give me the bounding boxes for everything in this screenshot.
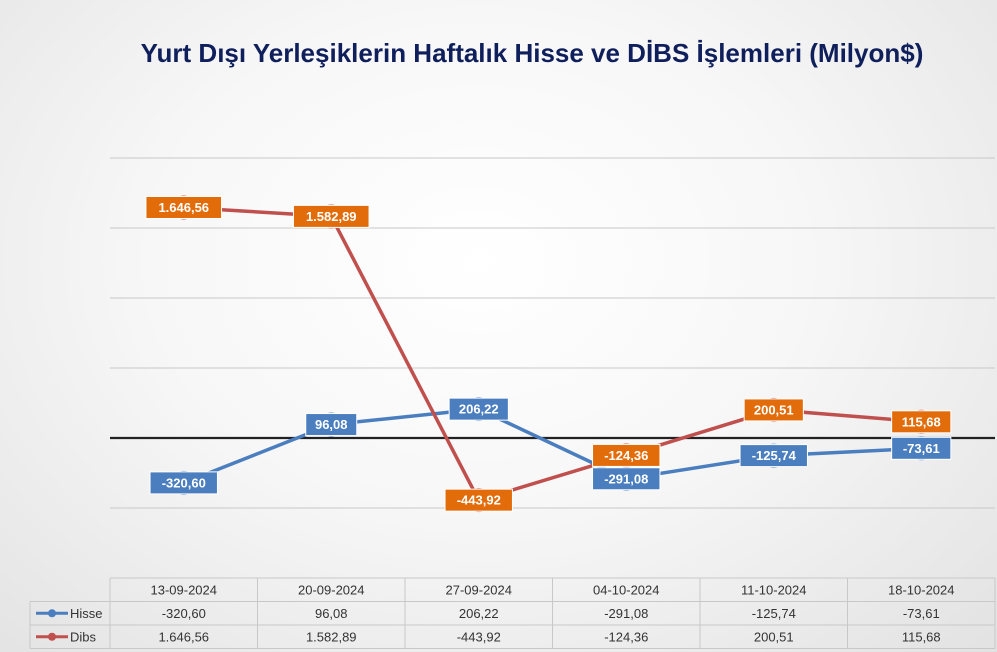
- data-label-box: [145, 195, 223, 219]
- chart-title: Yurt Dışı Yerleşiklerin Haftalık Hisse v…: [141, 38, 924, 68]
- x-tick-label: 27-09-2024: [446, 582, 513, 597]
- x-tick-label: 18-10-2024: [888, 582, 955, 597]
- data-label-box: [149, 471, 218, 495]
- data-label-box: [448, 397, 509, 421]
- table-cell-value: 115,68: [902, 629, 941, 644]
- data-label: 200,51: [754, 402, 794, 417]
- table-cell-value: 206,22: [459, 606, 499, 621]
- data-label-box: [592, 467, 661, 491]
- series-line-dibs: [183, 205, 922, 502]
- data-label-box: [891, 436, 952, 460]
- table-cell-value: -320,60: [162, 606, 206, 621]
- legend-entry: Hisse: [70, 606, 103, 621]
- data-label-box: [743, 398, 804, 422]
- data-label-box: [739, 444, 808, 468]
- legend-key-marker: [48, 609, 56, 618]
- table-cell-value: -124,36: [604, 629, 648, 644]
- legend-key-marker: [48, 632, 56, 641]
- table-cell-value: -73,61: [903, 606, 940, 621]
- table-cell-value: -443,92: [457, 629, 501, 644]
- table-cell-value: 96,08: [315, 606, 348, 621]
- data-label: 206,22: [459, 402, 499, 417]
- legend-entry: Dibs: [70, 629, 97, 644]
- data-label: 1.582,89: [306, 209, 357, 224]
- table-cell-value: 1.646,56: [158, 629, 209, 644]
- data-label: -291,08: [604, 471, 648, 486]
- data-label: 1.646,56: [158, 200, 209, 215]
- x-tick-label: 11-10-2024: [741, 582, 807, 597]
- table-cell-value: 200,51: [754, 629, 794, 644]
- data-label-box: [592, 443, 661, 467]
- data-label-box: [305, 413, 358, 437]
- data-label: -124,36: [604, 448, 648, 463]
- data-label-box: [444, 488, 513, 512]
- x-tick-label: 13-09-2024: [151, 582, 218, 597]
- data-label: -443,92: [457, 493, 501, 508]
- data-label: -320,60: [162, 475, 206, 490]
- x-tick-label: 20-09-2024: [298, 582, 365, 597]
- table-cell-value: -125,74: [752, 606, 796, 621]
- data-label: 96,08: [315, 417, 348, 432]
- data-label: 115,68: [902, 414, 941, 429]
- data-label-box: [292, 204, 370, 228]
- table-cell-value: 1.582,89: [306, 629, 357, 644]
- x-tick-label: 04-10-2024: [593, 582, 660, 597]
- data-label: -73,61: [903, 441, 940, 456]
- data-label-box: [891, 410, 952, 434]
- series-line-hisse: [183, 407, 922, 485]
- table-cell-value: -291,08: [604, 606, 648, 621]
- data-label: -125,74: [752, 448, 797, 463]
